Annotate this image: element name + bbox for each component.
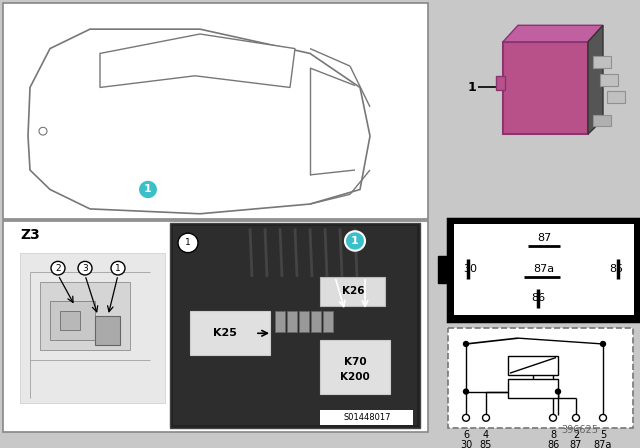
Circle shape (463, 414, 470, 421)
Bar (508, 379, 558, 398)
Text: 30: 30 (463, 264, 477, 274)
Text: 87: 87 (537, 233, 551, 243)
Bar (190, 311, 270, 355)
Circle shape (463, 389, 468, 394)
Circle shape (178, 233, 198, 253)
Bar (593, 56, 611, 68)
Text: 2: 2 (573, 430, 579, 440)
Bar (454, 224, 634, 315)
Text: K25: K25 (213, 328, 237, 338)
Bar (438, 255, 450, 283)
Text: 86: 86 (547, 440, 559, 448)
Text: 87: 87 (570, 440, 582, 448)
Bar (638, 255, 640, 283)
Bar (3, 220, 428, 432)
Bar (60, 311, 80, 330)
Bar (593, 115, 611, 126)
Bar (508, 356, 558, 375)
Circle shape (483, 414, 490, 421)
Bar (95, 316, 120, 345)
Text: 85: 85 (609, 264, 623, 274)
Text: 1: 1 (144, 185, 152, 194)
Polygon shape (503, 42, 588, 134)
Circle shape (556, 389, 561, 394)
Bar (320, 277, 385, 306)
Text: 1: 1 (115, 264, 121, 273)
Circle shape (39, 127, 47, 135)
Polygon shape (588, 25, 603, 134)
Circle shape (463, 341, 468, 346)
Text: 2: 2 (55, 264, 61, 273)
Text: 4: 4 (483, 430, 489, 440)
Circle shape (345, 231, 365, 251)
Bar (287, 311, 297, 332)
Bar (275, 311, 285, 332)
Text: Z3: Z3 (20, 228, 40, 242)
Text: 30: 30 (460, 440, 472, 448)
Text: 1: 1 (351, 236, 359, 246)
Bar (320, 410, 413, 425)
Text: 396625: 396625 (561, 426, 598, 435)
Polygon shape (100, 34, 295, 87)
Polygon shape (496, 76, 505, 90)
Text: 1: 1 (468, 81, 477, 94)
Bar (311, 311, 321, 332)
Text: 6: 6 (463, 430, 469, 440)
Text: 1: 1 (185, 238, 191, 247)
Bar (299, 311, 309, 332)
Polygon shape (28, 29, 370, 214)
Text: K70: K70 (344, 358, 366, 367)
Circle shape (51, 261, 65, 275)
Text: 85: 85 (480, 440, 492, 448)
Circle shape (111, 261, 125, 275)
Bar (40, 282, 130, 350)
Text: S01448017: S01448017 (343, 414, 391, 422)
Circle shape (600, 414, 607, 421)
Circle shape (573, 414, 579, 421)
Bar (3, 3, 428, 219)
Text: 3: 3 (82, 264, 88, 273)
Circle shape (78, 261, 92, 275)
Bar (170, 224, 420, 427)
Bar (50, 301, 95, 340)
Text: 5: 5 (600, 430, 606, 440)
Text: K200: K200 (340, 372, 370, 382)
Text: 87a: 87a (594, 440, 612, 448)
Text: 86: 86 (531, 293, 545, 303)
Bar (323, 311, 333, 332)
Bar (448, 328, 633, 427)
Text: 8: 8 (550, 430, 556, 440)
Text: K26: K26 (342, 286, 364, 297)
Circle shape (138, 180, 158, 199)
Polygon shape (503, 25, 603, 42)
Bar (600, 74, 618, 86)
Text: 87a: 87a (533, 264, 555, 274)
Bar (448, 219, 640, 321)
Bar (173, 226, 417, 425)
Bar (20, 253, 165, 403)
Bar (448, 8, 633, 212)
Circle shape (600, 341, 605, 346)
Circle shape (550, 414, 557, 421)
Bar (320, 340, 390, 393)
Bar (607, 91, 625, 103)
